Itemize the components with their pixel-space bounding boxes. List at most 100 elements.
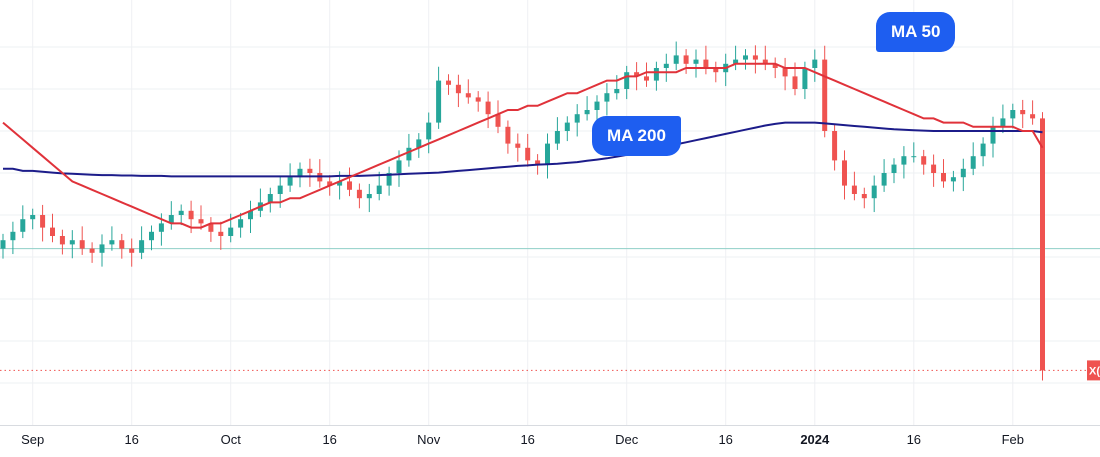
candle-body xyxy=(624,72,630,89)
ma50-label: MA 50 xyxy=(876,12,956,52)
candle xyxy=(515,133,521,162)
candle-body xyxy=(891,164,897,173)
candle-body xyxy=(277,185,283,194)
candle xyxy=(842,150,847,200)
candle-body xyxy=(10,231,16,241)
candle xyxy=(683,49,689,74)
last-price-tag-text: X( xyxy=(1089,365,1100,377)
candle-body xyxy=(69,240,75,245)
candle-body xyxy=(109,240,115,245)
candle xyxy=(475,91,481,112)
candle-body xyxy=(604,93,610,102)
candle-body xyxy=(149,231,154,241)
candle xyxy=(40,204,46,242)
ma200-label: MA 200 xyxy=(592,116,681,156)
candle-body xyxy=(1040,118,1045,371)
x-tick-label: 16 xyxy=(124,432,138,447)
chart-grid xyxy=(0,0,1100,426)
candle-body xyxy=(0,240,6,249)
candle xyxy=(733,45,739,71)
candle xyxy=(614,75,620,100)
candle-body xyxy=(634,72,640,77)
candle xyxy=(69,230,75,259)
candle xyxy=(693,49,699,78)
candle-body xyxy=(267,194,273,203)
candle-body xyxy=(1000,118,1006,127)
candle xyxy=(366,183,372,213)
candle-body xyxy=(50,227,55,236)
candle xyxy=(713,61,719,83)
candle-body xyxy=(99,244,105,253)
x-tick-label: 16 xyxy=(718,432,732,447)
candle-body xyxy=(525,147,531,161)
candle xyxy=(347,167,352,197)
candle-body xyxy=(396,160,402,173)
candle-body xyxy=(782,68,788,77)
candle-body xyxy=(931,164,937,173)
candle xyxy=(465,79,471,104)
candle xyxy=(832,124,838,171)
candle xyxy=(752,45,758,74)
candle-body xyxy=(832,131,838,161)
candle xyxy=(545,133,550,179)
candle-body xyxy=(1030,114,1036,119)
candle-body xyxy=(366,194,372,199)
candle-body xyxy=(713,68,719,73)
candle-body xyxy=(772,63,778,68)
candle-body xyxy=(495,114,501,127)
candle-body xyxy=(505,126,511,144)
candle xyxy=(673,41,679,71)
candle-body xyxy=(693,59,699,64)
candle xyxy=(604,83,610,116)
candle-body xyxy=(802,68,808,89)
candle-body xyxy=(980,143,986,157)
candle-body xyxy=(594,101,600,110)
candle xyxy=(238,212,244,238)
candle-body xyxy=(178,210,184,215)
candle xyxy=(584,96,590,121)
candle-body xyxy=(416,139,422,148)
candle xyxy=(129,238,135,267)
candle-body xyxy=(139,240,145,253)
candle xyxy=(426,112,432,154)
candle-body xyxy=(287,177,293,186)
candle xyxy=(594,95,600,121)
x-axis: Sep 16 Oct 16 Nov 16 Dec 16 2024 16 Feb xyxy=(21,432,1024,447)
candle xyxy=(564,116,570,142)
candle xyxy=(703,45,709,75)
candle-body xyxy=(386,173,392,186)
candle xyxy=(1040,112,1045,381)
candle-body xyxy=(218,231,224,236)
candle-body xyxy=(455,84,461,94)
ma50-line xyxy=(2,62,1044,229)
candle xyxy=(782,57,788,91)
candle xyxy=(822,45,828,138)
candle-body xyxy=(614,89,620,94)
candle-body xyxy=(485,101,491,115)
candle-body xyxy=(792,76,798,89)
candle xyxy=(376,171,382,201)
candle xyxy=(139,226,145,260)
candle xyxy=(574,104,580,137)
candle-body xyxy=(990,126,996,144)
candle-body xyxy=(950,177,956,182)
candle-body xyxy=(188,210,194,220)
candle-body xyxy=(554,131,560,144)
candle xyxy=(317,159,323,188)
candle-body xyxy=(574,114,580,123)
candle-body xyxy=(653,68,659,81)
candle-body xyxy=(762,59,768,64)
x-tick-label: 16 xyxy=(322,432,336,447)
x-tick-label: 16 xyxy=(907,432,921,447)
candle xyxy=(495,100,501,134)
candle-body xyxy=(426,122,432,140)
candle xyxy=(485,91,491,129)
ma200-line xyxy=(3,121,1043,178)
candle xyxy=(901,146,907,179)
candle-body xyxy=(1010,110,1016,119)
candle xyxy=(99,234,105,267)
candle-body xyxy=(743,55,748,60)
candle-body xyxy=(683,55,689,64)
candle xyxy=(386,166,392,196)
